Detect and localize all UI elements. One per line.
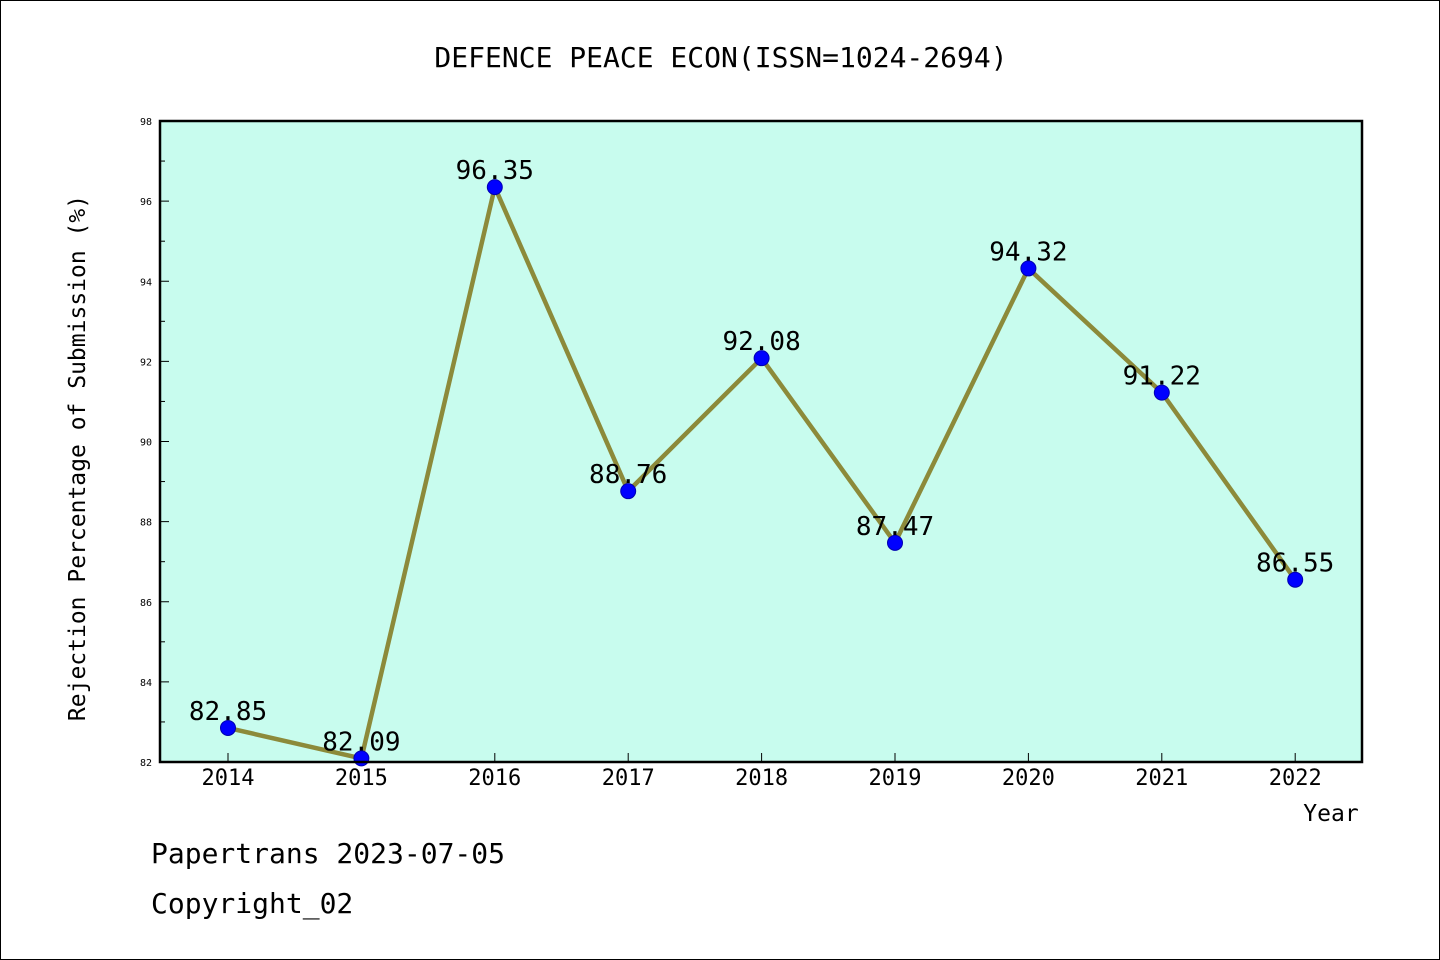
y-tick-label: 92	[140, 357, 152, 368]
data-labels: 82.85 82.09 96.35 88.76 92.08 87.47 94.32 91.22…	[189, 156, 1334, 757]
x-tick-label: 2019	[869, 766, 922, 791]
data-point	[887, 534, 903, 551]
data-value-label: 88.76	[589, 460, 667, 490]
y-tick-label: 86	[140, 598, 152, 609]
data-value-label: 91.22	[1123, 362, 1201, 392]
plot-border	[158, 119, 1364, 764]
x-tick-label: 2015	[335, 766, 388, 791]
data-value-label: 86.55	[1256, 549, 1334, 579]
y-tick-label: 90	[140, 438, 152, 449]
data-value-label: 87.47	[856, 512, 934, 542]
data-point	[486, 179, 503, 196]
x-tick-label: 2022	[1269, 766, 1322, 791]
data-point	[1020, 260, 1037, 277]
data-value-label: 82.85	[189, 697, 267, 727]
data-value-label: 82.09	[322, 727, 400, 757]
x-axis: 2014 2015 2016 2017 2018 2019 2020 2021 2022	[202, 753, 1322, 791]
data-point	[1287, 571, 1304, 588]
y-tick-label: 84	[140, 678, 152, 689]
x-tick-label: 2021	[1135, 766, 1188, 791]
y-tick-label: 96	[140, 197, 152, 208]
x-tick-label: 2018	[735, 766, 788, 791]
y-axis-label: Rejection Percentage of Submission (%)	[65, 195, 91, 721]
plot-area	[160, 121, 1362, 762]
data-point	[220, 719, 236, 736]
y-tick-label: 82	[140, 758, 152, 769]
x-tick-label: 2016	[468, 766, 521, 791]
x-tick-label: 2020	[1002, 766, 1055, 791]
y-tick-label: 88	[140, 518, 152, 529]
footer-copyright-line: Copyright_02	[151, 887, 354, 920]
y-tick-label: 98	[140, 117, 152, 128]
data-value-label: 94.32	[989, 237, 1067, 267]
footer-date-line: Papertrans 2023-07-05	[151, 837, 506, 870]
chart-title: DEFENCE PEACE ECON(ISSN=1024-2694)	[434, 41, 1007, 74]
x-tick-label: 2014	[202, 766, 255, 791]
x-axis-label: Year	[1303, 801, 1358, 827]
data-point	[620, 483, 637, 500]
data-point	[1153, 384, 1170, 401]
y-tick-label: 94	[140, 277, 152, 288]
data-value-label: 92.08	[722, 327, 800, 357]
data-value-label: 96.35	[456, 156, 534, 186]
y-axis: 82 84 86 88 90 92 94 96 98	[140, 117, 169, 769]
x-tick-label: 2017	[602, 766, 655, 791]
data-point	[753, 350, 770, 367]
